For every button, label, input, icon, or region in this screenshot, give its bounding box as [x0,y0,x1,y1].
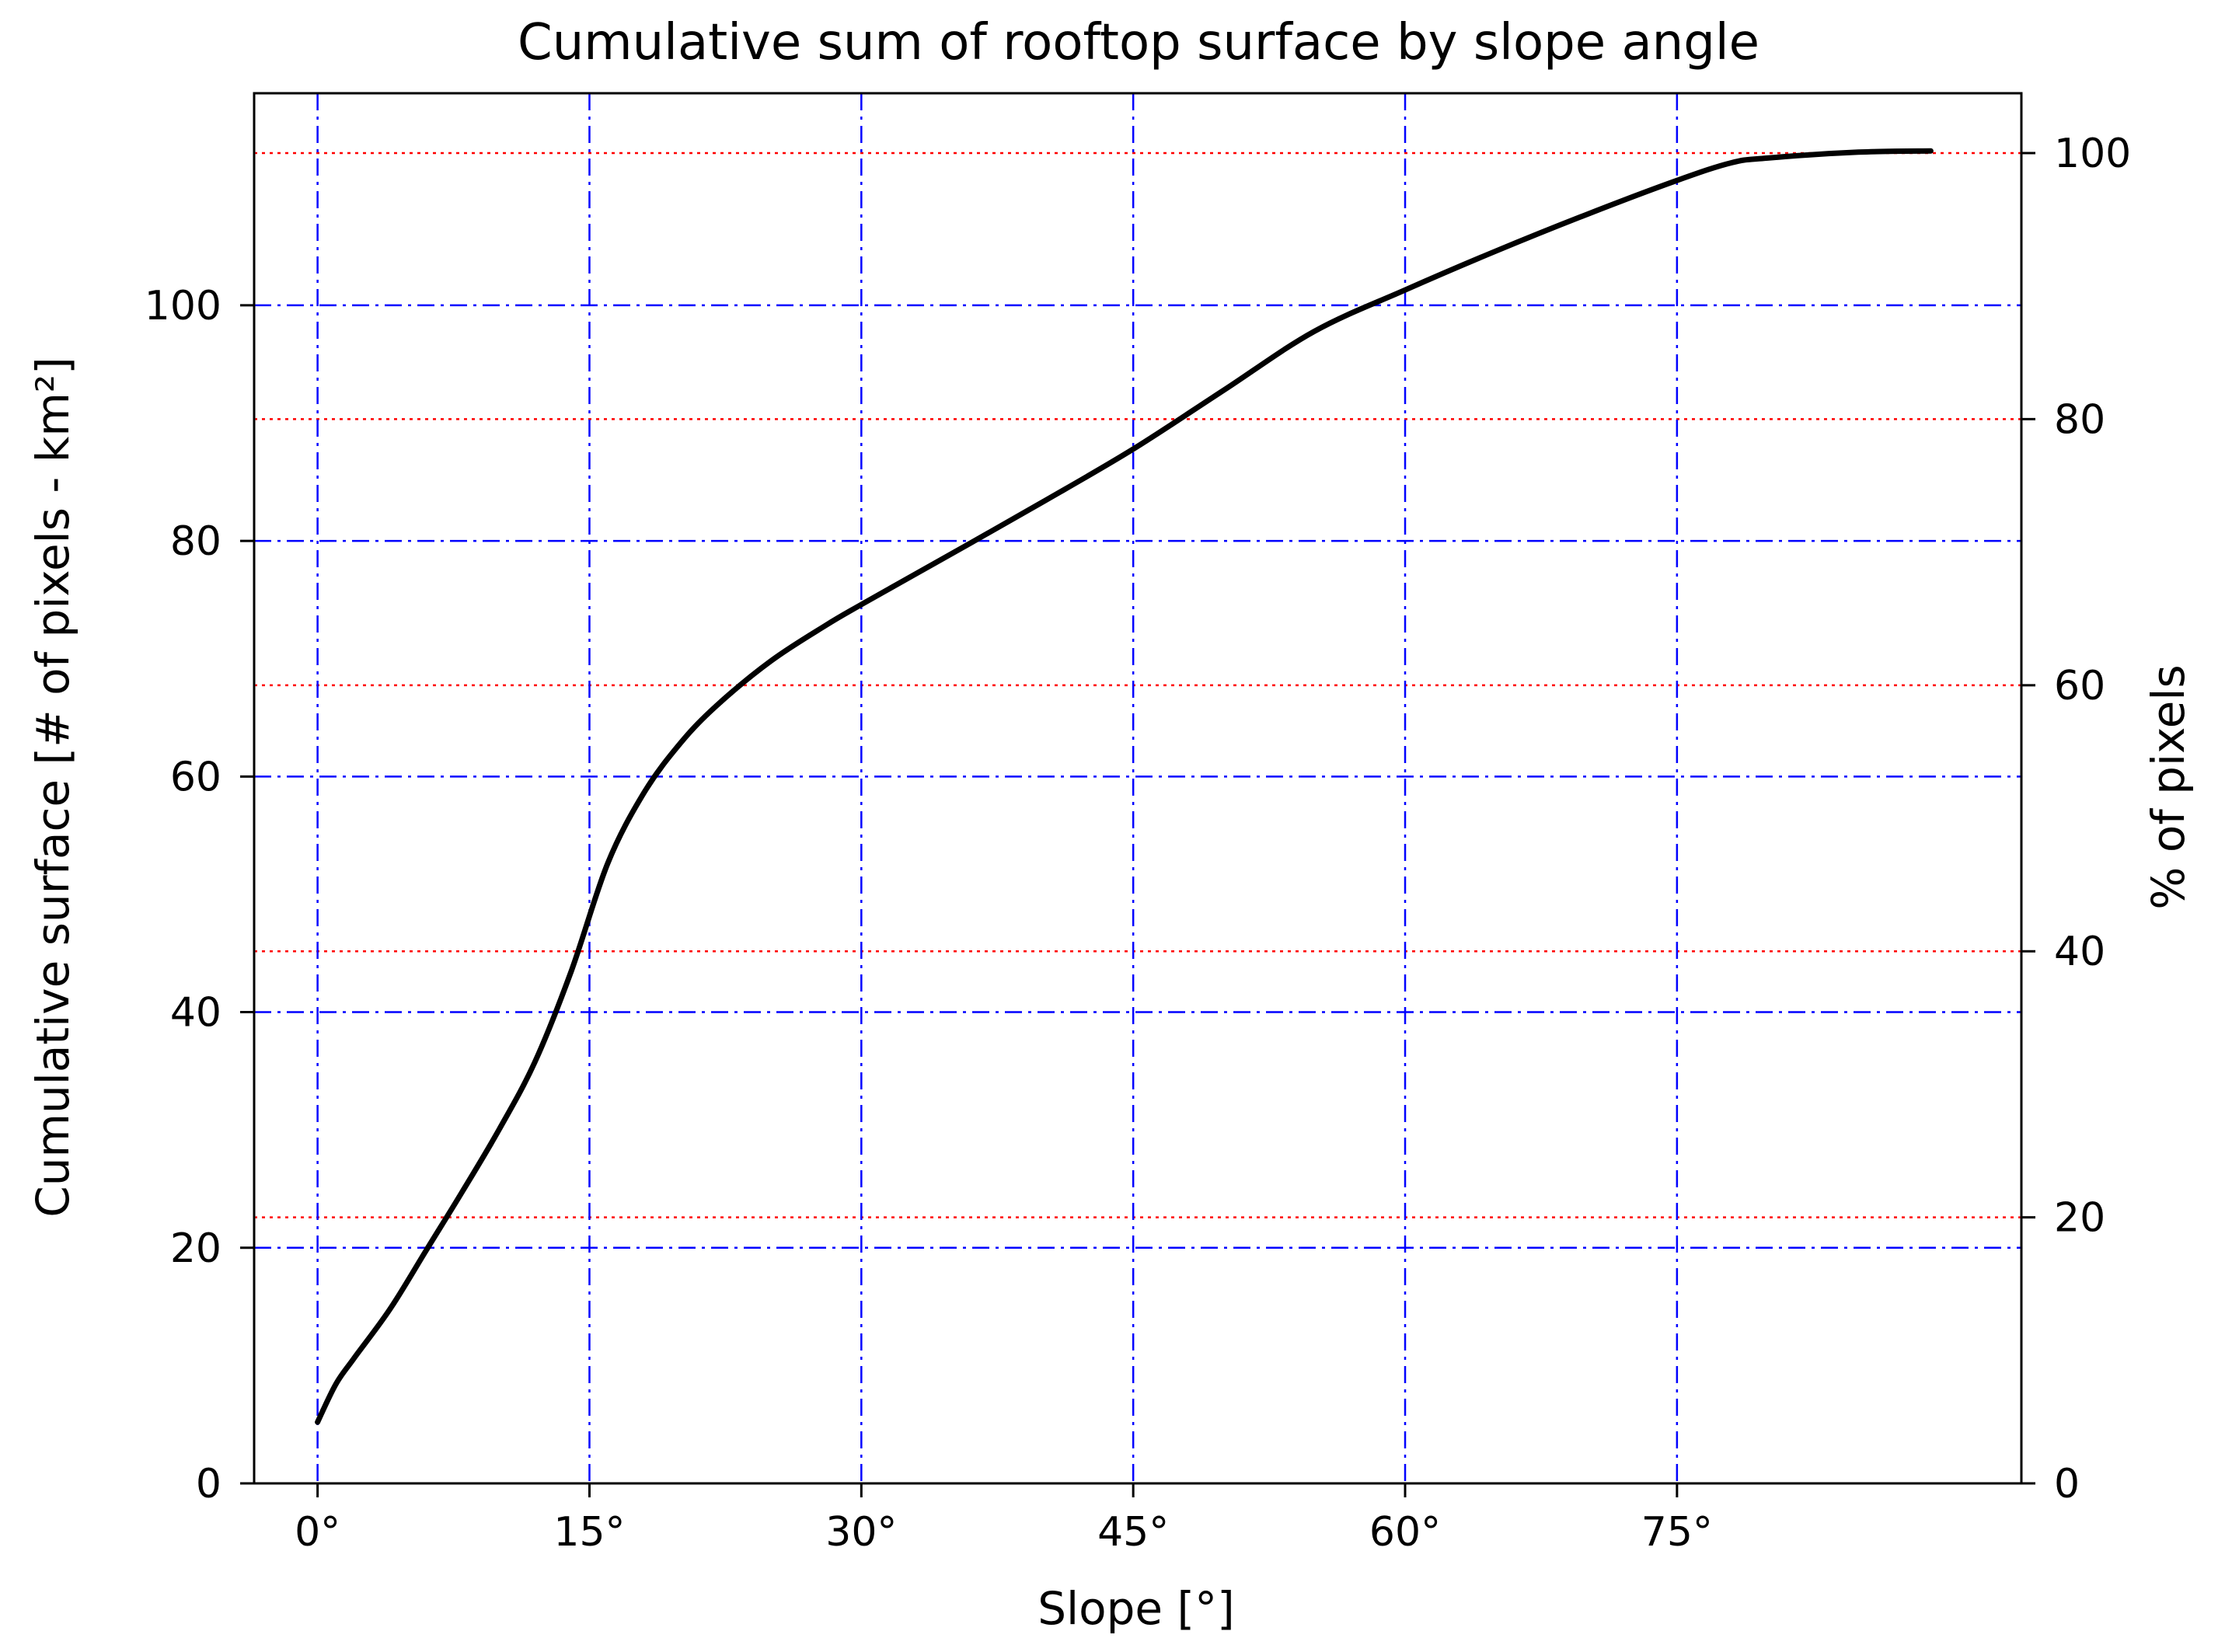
x-axis-ticks: 0° 15° 30° 45° 60° 75° [295,1483,1713,1556]
y-tick-label-2: 40 [170,990,221,1037]
y-axis-right-label: % of pixels [2142,664,2195,909]
y-right-tick-label-3: 60 [2054,663,2105,709]
y-axis-right-ticks: 0 20 40 60 80 100 [2021,131,2131,1507]
y-tick-label-1: 20 [170,1225,221,1272]
plot-frame [253,92,2023,1485]
y-tick-label-0: 0 [196,1461,221,1507]
x-tick-label-3: 45° [1097,1509,1169,1556]
x-axis-label: Slope [°] [1038,1582,1235,1635]
y-right-tick-label-1: 20 [2054,1195,2105,1242]
y-right-tick-label-4: 80 [2054,396,2105,443]
y-tick-label-4: 80 [170,518,221,565]
y-right-tick-label-5: 100 [2054,131,2131,177]
y-right-tick-label-2: 40 [2054,929,2105,975]
x-tick-label-5: 75° [1641,1509,1713,1556]
chart-title: Cumulative sum of rooftop surface by slo… [518,14,1759,71]
y-tick-label-3: 60 [170,754,221,800]
series-line-0 [315,148,1934,1425]
x-tick-label-4: 60° [1369,1509,1441,1556]
y-right-tick-label-0: 0 [2054,1461,2080,1507]
y-tick-label-5: 100 [145,283,221,329]
x-tick-label-0: 0° [295,1509,340,1556]
series-layer [315,148,1934,1425]
y-axis-label: Cumulative surface [# of pixels - km²] [26,357,79,1218]
y-axis-left-ticks: 0 20 40 60 80 100 [145,283,254,1507]
x-tick-label-2: 30° [825,1509,897,1556]
x-tick-label-1: 15° [553,1509,625,1556]
